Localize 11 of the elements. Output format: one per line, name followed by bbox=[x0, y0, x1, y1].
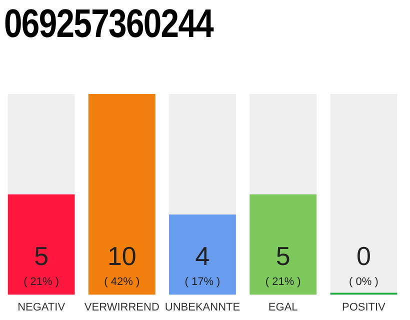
x-tick-label: UNBEKANNTE bbox=[164, 301, 240, 314]
data-label: 4 ( 17% ) bbox=[184, 240, 220, 288]
data-label: 5 ( 21% ) bbox=[265, 240, 301, 288]
data-label: 10 ( 42% ) bbox=[104, 240, 140, 288]
x-tick-label: NEGATIV bbox=[18, 301, 66, 314]
chart-title: 069257360244 bbox=[4, 2, 214, 47]
x-tick-label: POSITIV bbox=[342, 301, 386, 314]
x-tick-label: VERWIRREND bbox=[84, 301, 160, 314]
data-label: 0 ( 0% ) bbox=[349, 240, 378, 288]
data-label: 5 ( 21% ) bbox=[24, 240, 60, 288]
x-tick-label: EGAL bbox=[268, 301, 298, 314]
